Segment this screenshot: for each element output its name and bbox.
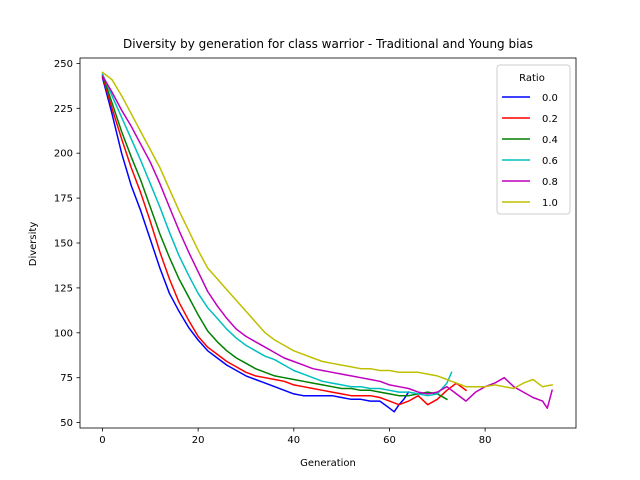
legend-label: 0.8 [542, 177, 558, 188]
legend-title: Ratio [519, 73, 545, 84]
series-line-0-6 [101, 73, 453, 397]
y-tick-label: 100 [54, 328, 73, 339]
y-tick-label: 50 [60, 418, 73, 429]
legend: Ratio 0.0 0.2 0.4 0.6 0.8 1.0 [496, 64, 571, 215]
y-tick-label: 150 [54, 239, 73, 250]
x-tick-label: 40 [287, 435, 300, 446]
y-tick-label: 225 [54, 104, 73, 115]
legend-frame [496, 64, 571, 215]
legend-label: 0.6 [542, 156, 558, 167]
legend-label: 0.4 [542, 135, 558, 146]
y-tick-label: 75 [60, 373, 73, 384]
x-tick-label: 60 [383, 435, 396, 446]
axes: 0 20 40 60 80 50 75 100 125 150 175 200 225 250 [54, 57, 577, 446]
y-tick-label: 200 [54, 149, 73, 160]
y-tick-label: 175 [54, 194, 73, 205]
y-tick-label: 250 [54, 59, 73, 70]
plot-area [101, 71, 554, 413]
y-tick-label: 125 [54, 283, 73, 294]
series-line-0-0 [101, 76, 410, 413]
x-tick-label: 80 [479, 435, 492, 446]
series-line-0-2 [101, 75, 468, 406]
legend-label: 0.2 [542, 114, 558, 125]
y-axis-label: Diversity [28, 222, 39, 267]
series-line-1-0 [101, 71, 553, 390]
x-axis-label: Generation [300, 458, 356, 469]
x-tick-label: 20 [192, 435, 205, 446]
chart-title: Diversity by generation for class warrio… [123, 37, 533, 51]
legend-label: 0.0 [542, 93, 558, 104]
legend-label: 1.0 [542, 198, 558, 209]
x-tick-label: 0 [99, 435, 105, 446]
legend-items: 0.0 0.2 0.4 0.6 0.8 1.0 [502, 93, 558, 209]
series-line-0-4 [101, 73, 448, 401]
